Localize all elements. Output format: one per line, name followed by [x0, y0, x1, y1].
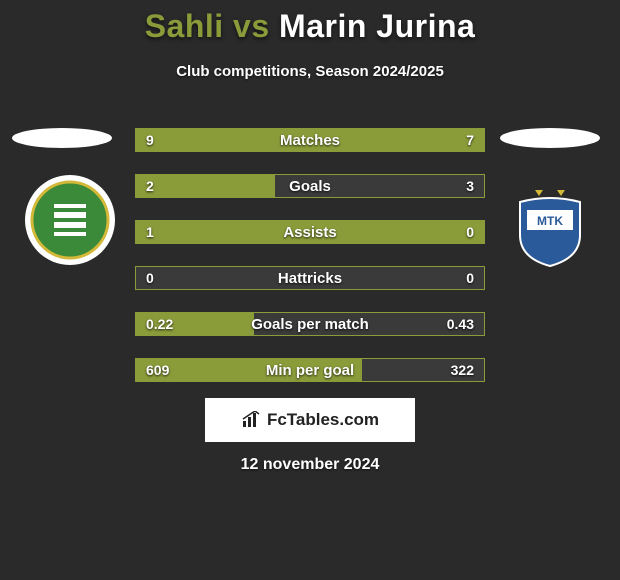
stat-label: Goals per match — [136, 316, 484, 333]
stat-label: Hattricks — [136, 270, 484, 287]
stat-value-right: 0 — [466, 270, 474, 286]
stat-row: 609 Min per goal 322 — [135, 358, 485, 382]
subtitle: Club competitions, Season 2024/2025 — [0, 63, 620, 80]
player2-club-badge: MTK — [505, 180, 595, 270]
stat-value-right: 0 — [466, 224, 474, 240]
stat-value-right: 3 — [466, 178, 474, 194]
club-crest-right-icon: MTK — [505, 180, 595, 270]
club-crest-left-icon — [30, 180, 110, 260]
stat-row: 0.22 Goals per match 0.43 — [135, 312, 485, 336]
branding-box: FcTables.com — [205, 398, 415, 442]
stat-label: Min per goal — [136, 362, 484, 379]
vs-label: vs — [233, 8, 270, 44]
player1-club-badge — [25, 175, 115, 265]
player1-marker-ellipse — [12, 128, 112, 148]
stat-bars-container: 9 Matches 7 2 Goals 3 1 Assists 0 0 Hatt… — [135, 128, 485, 404]
branding-text: FcTables.com — [267, 410, 379, 430]
stat-row: 0 Hattricks 0 — [135, 266, 485, 290]
stat-label: Assists — [136, 224, 484, 241]
player2-marker-ellipse — [500, 128, 600, 148]
date-label: 12 november 2024 — [0, 456, 620, 474]
chart-icon — [241, 411, 263, 429]
comparison-title: Sahli vs Marin Jurina — [0, 0, 620, 45]
stat-label: Matches — [136, 132, 484, 149]
svg-text:MTK: MTK — [537, 214, 563, 228]
stat-row: 1 Assists 0 — [135, 220, 485, 244]
stat-row: 9 Matches 7 — [135, 128, 485, 152]
stat-value-right: 7 — [466, 132, 474, 148]
stat-value-right: 322 — [451, 362, 474, 378]
stat-value-right: 0.43 — [447, 316, 474, 332]
stat-row: 2 Goals 3 — [135, 174, 485, 198]
player1-name: Sahli — [145, 8, 224, 44]
stat-label: Goals — [136, 178, 484, 195]
player2-name: Marin Jurina — [279, 8, 475, 44]
